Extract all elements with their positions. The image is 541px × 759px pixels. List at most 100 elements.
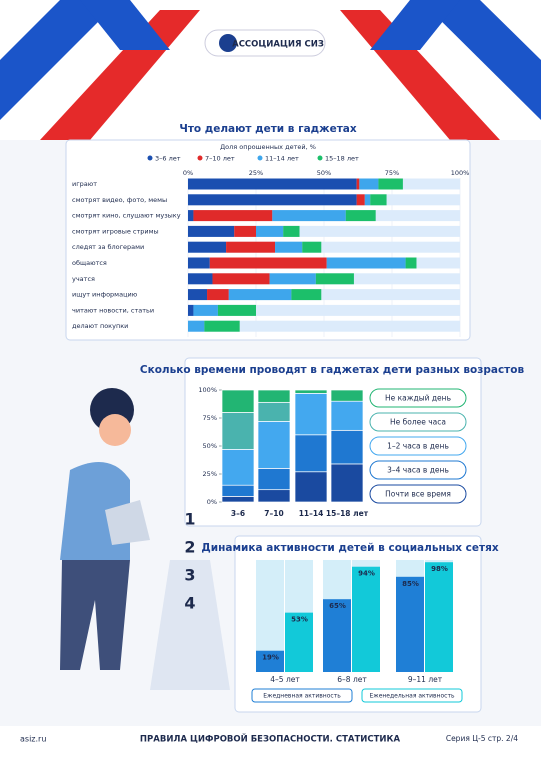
logo-icon: [219, 34, 237, 52]
footer-bg: [0, 726, 541, 759]
bar-segment: [272, 210, 346, 222]
bar-segment: [283, 225, 300, 237]
legend-label: 7–10 лет: [205, 155, 235, 163]
logo-pill: [204, 29, 326, 57]
category-label: следят за блогерами: [72, 243, 144, 251]
bar-segment: [405, 257, 417, 269]
x-tick-label: 11–14: [299, 509, 324, 518]
bar-segment: [326, 257, 406, 269]
category-label: делают покупки: [72, 322, 128, 330]
value-label: 19%: [262, 654, 279, 662]
bar-segment: [269, 273, 316, 285]
bar-segment: [188, 289, 208, 301]
bar-segment: [204, 320, 240, 332]
legend-button: [369, 412, 467, 432]
bar-segment: [315, 273, 354, 285]
stripe: [370, 0, 460, 50]
value-label: 94%: [358, 570, 375, 578]
bar-segment: [221, 484, 255, 497]
stripe: [420, 0, 541, 120]
bar-segment: [188, 178, 357, 190]
x-tick-label: 75%: [385, 169, 399, 177]
bar-segment: [188, 225, 235, 237]
value-label: 65%: [329, 602, 346, 610]
legend-label: Не каждый день: [385, 394, 451, 403]
bar-segment: [193, 210, 273, 222]
bar-segment: [294, 471, 328, 503]
bar-segment: [257, 468, 291, 491]
value-label: 53%: [291, 616, 308, 624]
legend-label: 1–2 часа в день: [387, 442, 449, 451]
chart-title: Что делают дети в гаджетах: [179, 123, 357, 135]
track: [188, 320, 460, 332]
bar-segment: [212, 273, 270, 285]
bar: [323, 599, 351, 672]
step-number: 4: [184, 594, 195, 613]
header-title: АССОЦИАЦИЯ СИЗ: [232, 40, 324, 50]
value-label: 98%: [431, 565, 448, 573]
bar-segment: [294, 393, 328, 436]
bar-segment: [188, 241, 227, 253]
legend-label: 3–4 часа в день: [387, 466, 449, 475]
bar: [396, 576, 424, 672]
y-tick-label: 50%: [203, 442, 217, 450]
bar-segment: [257, 489, 291, 503]
footer-title: ПРАВИЛА ЦИФРОВОЙ БЕЗОПАСНОСТИ. СТАТИСТИК…: [140, 733, 401, 745]
x-tick-label: 15–18 лет: [326, 509, 369, 518]
x-tick-label: 3–6: [231, 509, 245, 518]
x-tick-label: 9–11 лет: [408, 675, 443, 684]
girl-legs: [60, 560, 130, 670]
bar-segment: [221, 449, 255, 486]
x-tick-label: 6–8 лет: [337, 675, 367, 684]
bar-segment: [302, 241, 322, 253]
bar-segment: [330, 389, 364, 402]
bar-segment: [359, 178, 379, 190]
bar-segment: [294, 389, 328, 394]
bar-segment: [356, 194, 365, 206]
category-label: общаются: [72, 259, 107, 267]
legend-label: Ежедневная активность: [263, 693, 341, 700]
bar-segment: [257, 401, 291, 422]
footer-site: asiz.ru: [20, 735, 46, 744]
x-tick-label: 50%: [317, 169, 331, 177]
bar-segment: [370, 194, 387, 206]
bar-segment: [291, 289, 322, 301]
bar-segment: [188, 273, 213, 285]
bar-segment: [221, 496, 255, 503]
category-label: смотрят кино, слушают музыку: [72, 212, 181, 220]
pyramid: [150, 560, 230, 690]
legend-button: [369, 460, 467, 480]
legend-button: [369, 436, 467, 456]
legend-swatch: [257, 155, 263, 161]
bar-segment: [345, 210, 376, 222]
chart-title: Сколько времени проводят в гаджетах дети…: [140, 364, 525, 376]
step-number: 3: [184, 566, 195, 585]
bar-segment: [294, 434, 328, 473]
bar-segment: [257, 389, 291, 403]
stripe: [80, 0, 170, 50]
bar-segment: [330, 429, 364, 465]
girl-face: [99, 414, 131, 446]
x-tick-label: 0%: [183, 169, 193, 177]
y-tick-label: 25%: [203, 470, 217, 478]
bar-segment: [209, 257, 327, 269]
bar: [256, 650, 284, 672]
category-label: ищут информацию: [72, 291, 138, 299]
chart-title: Динамика активности детей в социальных с…: [201, 542, 498, 554]
legend-button: [369, 388, 467, 408]
bar-segment: [188, 320, 205, 332]
category-label: учатся: [72, 275, 95, 283]
legend-box: [361, 688, 463, 703]
y-tick-label: 100%: [198, 386, 217, 394]
bar-segment: [226, 241, 276, 253]
bar-segment: [330, 400, 364, 431]
bar-segment: [257, 421, 291, 469]
x-tick-label: 25%: [249, 169, 263, 177]
track: [188, 304, 460, 316]
bar-segment: [275, 241, 303, 253]
x-tick-label: 4–5 лет: [270, 675, 300, 684]
bar-segment: [188, 194, 357, 206]
category-label: смотрят игровые стримы: [72, 227, 159, 235]
bar: [285, 612, 313, 672]
